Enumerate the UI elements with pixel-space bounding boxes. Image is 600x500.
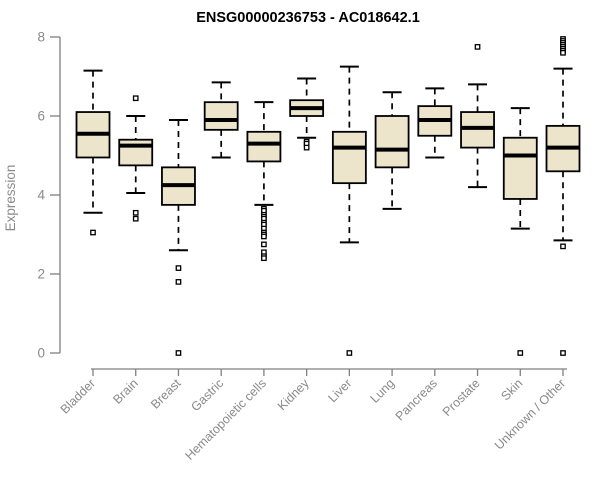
boxplot-hematopoietic-cells: [246, 101, 282, 262]
outlier-point: [560, 49, 566, 56]
outlier-point: [346, 350, 353, 356]
x-tick-label: Kidney: [275, 376, 312, 413]
outlier-point: [132, 209, 139, 216]
boxplot-lung: [374, 91, 410, 210]
y-axis: 0 2 4 6 8: [37, 30, 61, 361]
x-tick-label: Brain: [110, 376, 141, 407]
x-tick-label: Breast: [148, 376, 184, 412]
outlier-point: [132, 215, 139, 222]
x-tick-label: Gastric: [188, 376, 226, 414]
outlier-point: [90, 229, 96, 236]
x-tick-label: Bladder: [58, 376, 98, 416]
outlier-point: [261, 241, 267, 248]
outlier-point: [261, 233, 267, 240]
boxplot-skin: [502, 107, 538, 356]
x-tick-label: Prostate: [440, 376, 483, 419]
outlier-point: [474, 44, 481, 50]
x-tick-label: Liver: [325, 376, 354, 405]
outlier-point: [261, 255, 267, 262]
boxplot-unknown-other: [545, 36, 581, 356]
x-tick-label: Lung: [368, 376, 398, 406]
iqr-box: [118, 138, 154, 167]
boxplot-brain: [118, 95, 154, 222]
outlier-point: [175, 350, 182, 356]
boxplot-kidney: [289, 77, 325, 151]
y-axis-label: Expression: [3, 165, 18, 232]
outlier-point: [560, 350, 566, 356]
plot-area: 0 2 4 6 8 Bladder Brain Breast GastricHematopoie…: [37, 30, 581, 463]
outlier-point: [175, 279, 182, 285]
y-tick-label: 4: [37, 188, 45, 203]
iqr-box: [331, 130, 367, 185]
boxplot-breast: [161, 118, 196, 356]
iqr-box: [374, 115, 410, 169]
x-tick-label: Pancreas: [393, 376, 440, 423]
iqr-box: [502, 136, 538, 200]
outlier-point: [175, 265, 182, 271]
outlier-point: [303, 144, 310, 151]
x-tick-label: Skin: [498, 376, 525, 403]
boxplot-liver: [331, 65, 367, 356]
y-tick-label: 8: [37, 30, 45, 45]
boxplot-bladder: [75, 69, 111, 236]
y-tick-label: 2: [37, 267, 45, 282]
boxplot-prostate: [460, 44, 495, 189]
y-tick-label: 0: [37, 346, 45, 361]
y-tick-label: 6: [37, 109, 45, 124]
iqr-box: [203, 101, 239, 131]
outlier-point: [560, 243, 566, 250]
x-tick-label: Hematopoietic cells: [182, 376, 269, 463]
boxplot-gastric: [203, 81, 239, 159]
outlier-point: [517, 350, 524, 356]
outlier-point: [132, 95, 139, 102]
chart-title: ENSG00000236753 - AC018642.1: [196, 10, 420, 26]
boxplot-pancreas: [417, 87, 453, 159]
iqr-box: [246, 130, 282, 163]
